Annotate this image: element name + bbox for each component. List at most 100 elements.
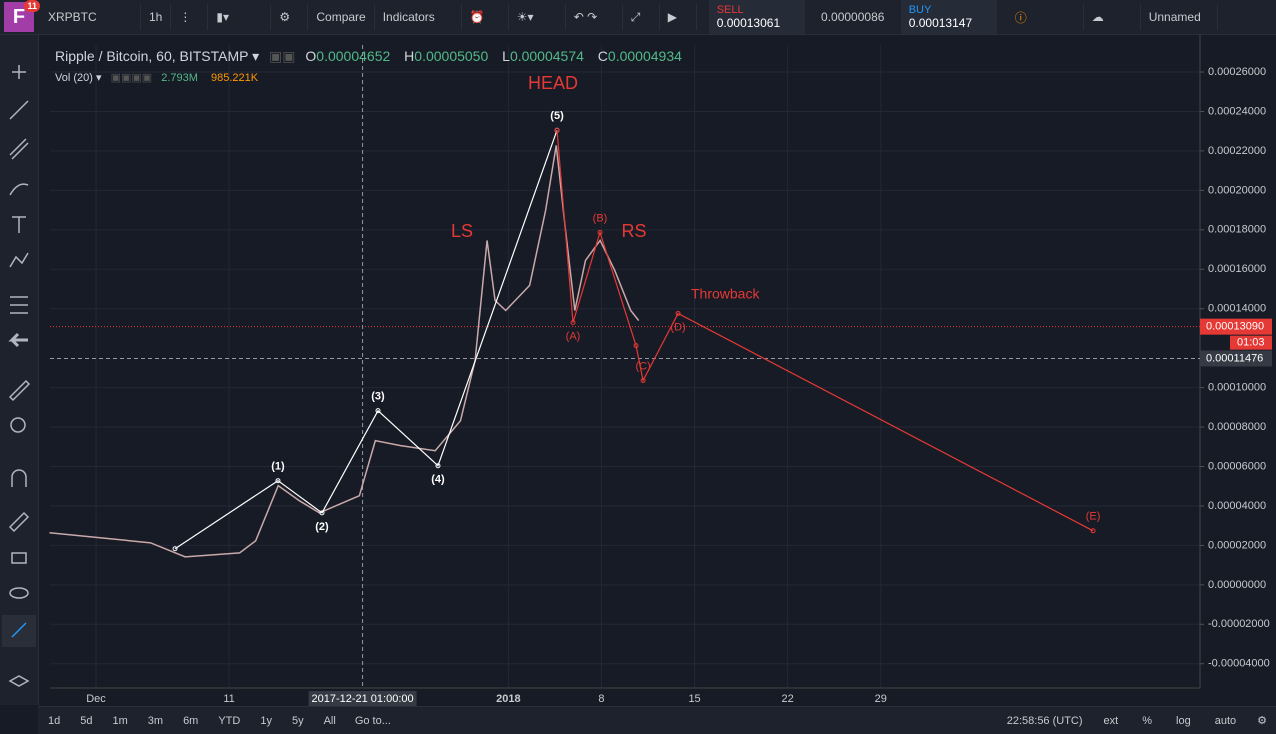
y-tick-label: 0.00004000 xyxy=(1208,500,1266,512)
wave-point xyxy=(375,408,381,414)
wave-label: (5) xyxy=(550,110,564,122)
back-tool[interactable] xyxy=(8,332,28,348)
annotation: RS xyxy=(621,221,646,241)
top-toolbar: F 11 XRPBTC 1h ⋮ ▮▾ ⚙ Compare Indicators … xyxy=(0,0,1276,35)
y-tick-label: 0.00024000 xyxy=(1208,105,1266,117)
option-button[interactable]: ext xyxy=(1103,714,1119,727)
text-tool[interactable] xyxy=(12,216,26,233)
lock-tool[interactable] xyxy=(11,552,27,564)
symbol[interactable]: XRPBTC xyxy=(40,4,141,30)
x-tick-label: 22 xyxy=(782,693,794,705)
range-button[interactable]: 3m xyxy=(147,714,164,727)
range-button[interactable]: 1y xyxy=(260,714,272,727)
link-tool[interactable] xyxy=(11,622,27,638)
cloud[interactable]: ☁ xyxy=(1084,4,1141,30)
fullscreen[interactable]: ⤢ xyxy=(623,4,660,30)
o-value: 0.00004652 xyxy=(316,48,391,64)
range-button[interactable]: 6m xyxy=(183,714,199,727)
alert[interactable]: ⏰ xyxy=(462,4,509,30)
range-button[interactable]: 5y xyxy=(291,714,304,727)
magnet-tool[interactable] xyxy=(11,469,27,487)
wave-label: (4) xyxy=(431,474,445,486)
buy[interactable]: BUY 0.00013147 xyxy=(900,0,997,34)
range-button[interactable]: YTD xyxy=(218,714,241,727)
wave-point xyxy=(275,478,281,484)
menu[interactable]: ⋮ xyxy=(171,4,209,30)
ruler-tool[interactable] xyxy=(8,379,31,402)
x-tick-label: Dec xyxy=(86,693,106,705)
layout-name[interactable]: Unnamed xyxy=(1141,4,1218,30)
buy-price: 0.00013147 xyxy=(908,16,973,30)
wave-point xyxy=(554,127,560,133)
annotation: HEAD xyxy=(528,73,578,93)
range-button[interactable]: 1m xyxy=(112,714,128,727)
annotation: LS xyxy=(451,221,473,241)
wave-point xyxy=(640,378,646,384)
option-button[interactable]: auto xyxy=(1214,714,1237,727)
annotation: Throwback xyxy=(691,286,760,302)
buy-label: BUY xyxy=(908,4,932,16)
wave-point xyxy=(319,510,325,516)
line-tool[interactable] xyxy=(9,100,29,120)
option-button[interactable]: % xyxy=(1142,714,1153,727)
wave-point xyxy=(1090,528,1096,534)
replay[interactable]: ▶ xyxy=(660,4,697,30)
zoom-tool[interactable] xyxy=(10,417,26,433)
volume-legend: Vol (20) ▾ ▣▣▣▣ 2.793M 985.221K xyxy=(55,72,259,84)
countdown-label: 01:03 xyxy=(1237,337,1265,349)
y-tick-label: 0.00000000 xyxy=(1208,579,1266,591)
settings-button[interactable]: ⚙ xyxy=(1257,715,1267,727)
countdown-bg xyxy=(1230,335,1272,350)
range-button[interactable]: 5d xyxy=(80,714,93,727)
bottom-toolbar: 1d 5d 1m 3m 6m YTD 1y 5y All Go to... 22:58:56 (UT… xyxy=(38,706,1276,734)
x-tick-label: 15 xyxy=(688,693,700,705)
legend-title[interactable]: Ripple / Bitcoin, 60, BITSTAMP xyxy=(55,48,249,64)
range-button[interactable]: All xyxy=(323,714,336,727)
range-button[interactable]: 1d xyxy=(48,714,61,727)
chart-style[interactable]: ▮▾ xyxy=(208,4,272,30)
y-tick-label: 0.00016000 xyxy=(1208,263,1266,275)
logo[interactable]: F 11 xyxy=(4,0,40,32)
y-tick-label: 0.00006000 xyxy=(1208,460,1266,472)
crosshair-x-bg xyxy=(308,691,417,707)
vol-label[interactable]: Vol (20) xyxy=(55,72,93,84)
goto-button[interactable]: Go to... xyxy=(354,714,391,727)
price-label-bg xyxy=(1200,318,1272,335)
lock-draw-tool[interactable] xyxy=(8,511,30,533)
sell-price: 0.00013061 xyxy=(716,16,781,30)
sell[interactable]: SELL 0.00013061 xyxy=(708,0,805,34)
wave-point xyxy=(633,343,639,349)
pattern-tool[interactable] xyxy=(9,252,29,268)
compare[interactable]: Compare xyxy=(308,4,375,30)
series-line xyxy=(556,130,1094,532)
y-tick-label: 0.00022000 xyxy=(1208,145,1266,157)
wave-label: (3) xyxy=(371,391,385,403)
option-button[interactable]: log xyxy=(1176,714,1191,727)
clock: 22:58:56 (UTC) xyxy=(1006,714,1083,727)
eye-tool[interactable] xyxy=(9,587,29,599)
crosshair-tool[interactable] xyxy=(12,65,26,79)
x-tick-label: 29 xyxy=(875,693,887,705)
wave-label: (B) xyxy=(593,212,608,224)
c-label: C xyxy=(597,48,608,64)
vol-value: 2.793M xyxy=(161,72,198,84)
template[interactable]: ☀▾ xyxy=(509,4,566,30)
wave-label: (E) xyxy=(1086,511,1101,523)
y-tick-label: 0.00020000 xyxy=(1208,184,1266,196)
crosshair-y-bg xyxy=(1200,350,1272,367)
wave-label: (2) xyxy=(315,521,329,533)
indicators[interactable]: Indicators xyxy=(375,4,462,30)
interval[interactable]: 1h xyxy=(141,4,172,30)
info[interactable]: ⓘ xyxy=(1007,4,1084,30)
y-tick-label: 0.00008000 xyxy=(1208,421,1266,433)
undo-redo[interactable]: ↶ ↷ xyxy=(566,4,623,30)
pitchfork-tool[interactable] xyxy=(9,138,29,160)
crosshair-x-label: 2017-12-21 01:00:00 xyxy=(311,693,413,705)
settings[interactable]: ⚙ xyxy=(271,4,309,30)
layers-tool[interactable] xyxy=(8,675,30,687)
brush-tool[interactable] xyxy=(9,183,29,196)
x-tick-label: 8 xyxy=(598,693,604,705)
fib-tool[interactable] xyxy=(10,296,28,314)
crosshair-y-label: 0.00011476 xyxy=(1206,352,1263,364)
